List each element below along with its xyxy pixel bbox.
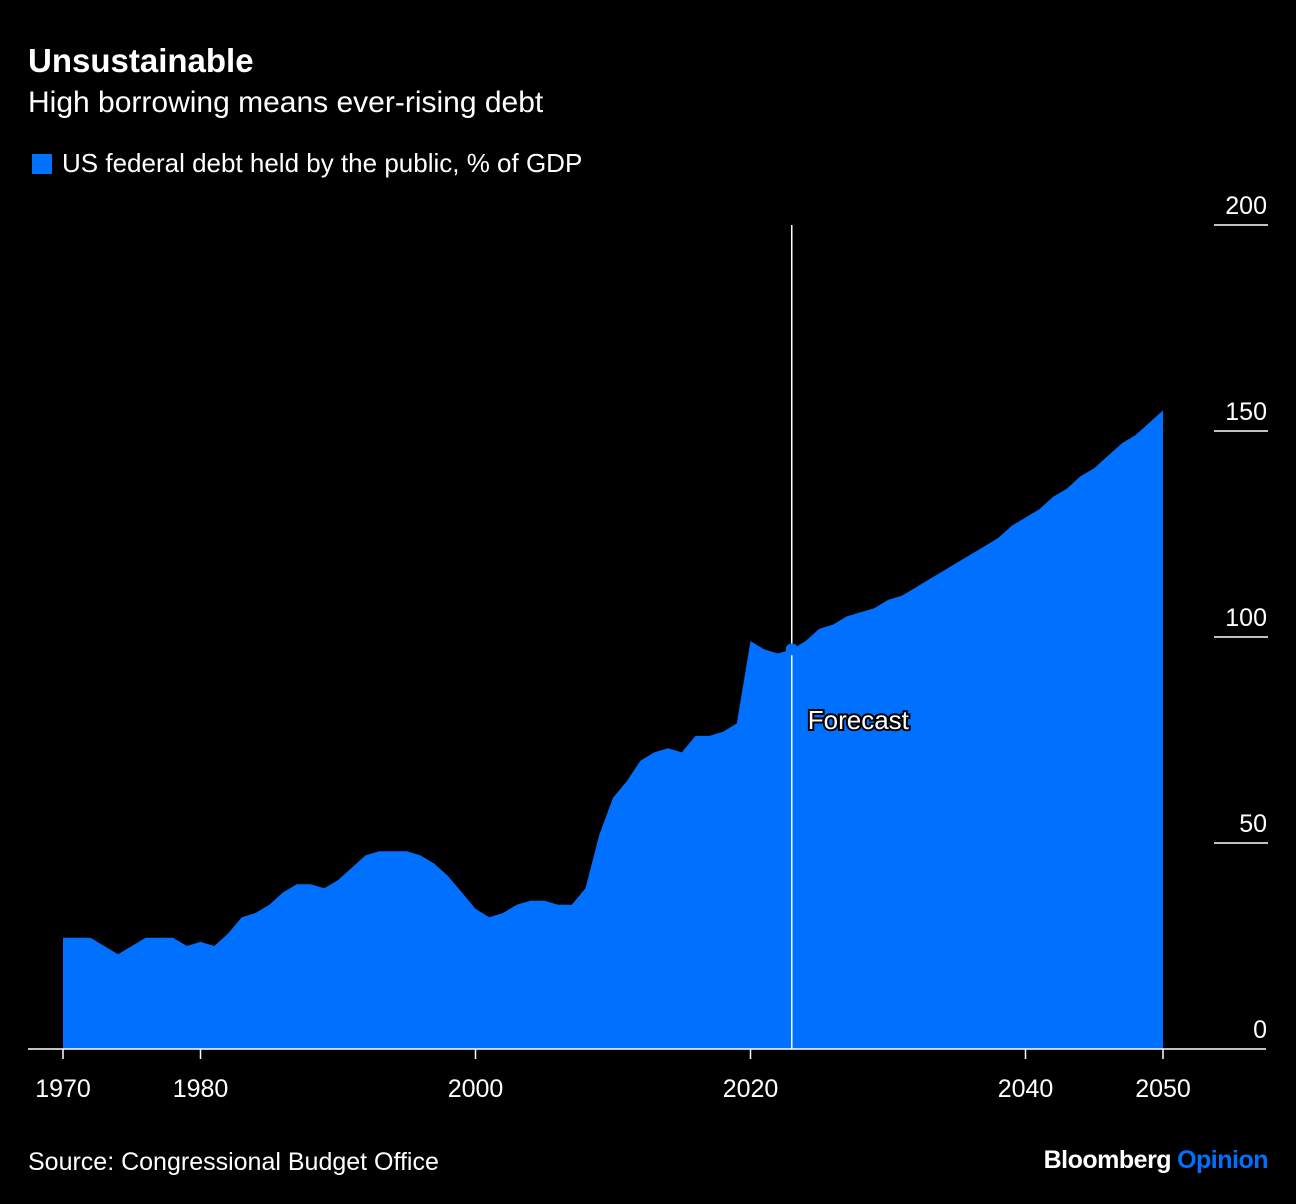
logo-brand: Bloomberg — [1043, 1146, 1172, 1174]
x-tick-label-2040: 2040 — [998, 1075, 1054, 1103]
y-tick-label-50: 50 — [1239, 810, 1267, 838]
y-tick-label-100: 100 — [1225, 604, 1267, 632]
bloomberg-opinion-logo: Bloomberg Opinion — [1043, 1146, 1269, 1175]
x-tick-label-2020: 2020 — [723, 1075, 779, 1103]
x-tick-label-1970: 1970 — [35, 1075, 91, 1103]
y-tick-label-0: 0 — [1253, 1016, 1267, 1044]
x-tick-label-1980: 1980 — [173, 1075, 229, 1103]
x-tick-label-2050: 2050 — [1135, 1075, 1191, 1103]
legend: US federal debt held by the public, % of… — [32, 148, 582, 179]
logo-section: Opinion — [1177, 1146, 1268, 1174]
y-tick-label-200: 200 — [1225, 192, 1267, 220]
x-tick-label-2000: 2000 — [448, 1075, 504, 1103]
chart-title: Unsustainable — [28, 42, 254, 79]
series-area-0 — [63, 410, 1163, 1049]
chart-subtitle: High borrowing means ever-rising debt — [28, 86, 544, 119]
legend-label: US federal debt held by the public, % of… — [62, 148, 583, 178]
forecast-marker — [785, 643, 798, 656]
y-tick-label-150: 150 — [1225, 398, 1267, 426]
forecast-label: Forecast — [808, 705, 910, 735]
source-note: Source: Congressional Budget Office — [28, 1148, 439, 1176]
legend-swatch — [32, 153, 52, 174]
